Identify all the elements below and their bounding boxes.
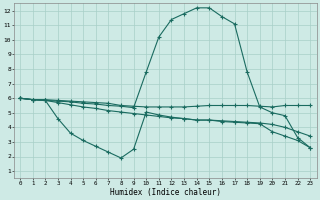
X-axis label: Humidex (Indice chaleur): Humidex (Indice chaleur) [110, 188, 220, 197]
